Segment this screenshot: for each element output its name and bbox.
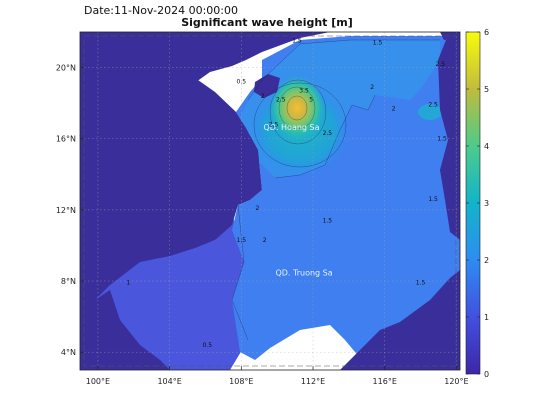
- contour-label: 3.5: [299, 87, 309, 94]
- longitude-ticks: 100°E 104°E 108°E 112°E 116°E 120°E: [86, 366, 469, 386]
- contour-label: 1.5: [323, 217, 333, 224]
- lon-tick-label: 104°E: [157, 377, 181, 386]
- colorbar: 0 1 2 3 4 5 6: [465, 28, 489, 379]
- contour-label: 1.5: [373, 39, 383, 46]
- contour-label: 2.5: [428, 102, 438, 109]
- land-indochina: [80, 32, 262, 300]
- lon-tick-label: 116°E: [373, 377, 397, 386]
- land-borneo: [340, 270, 460, 370]
- colorbar-tick-label: 3: [484, 199, 489, 208]
- contour-label: 0.5: [202, 342, 212, 349]
- map-frame: [79, 31, 461, 371]
- place-label: QD. Hoang Sa: [263, 123, 319, 132]
- colorbar-tick-label: 4: [484, 142, 489, 151]
- sea-2.5m-east: [418, 104, 442, 120]
- contour-label: 1: [126, 280, 130, 287]
- contour-label: 1.5: [416, 280, 426, 287]
- lat-tick-label: 8°N: [61, 277, 76, 286]
- colorbar-tick-label: 6: [484, 28, 489, 37]
- contour-label: 1.5: [437, 136, 447, 143]
- lat-tick-label: 12°N: [56, 206, 76, 215]
- land-china: [195, 32, 330, 82]
- place-labels: QD. Hoang Sa QD. Truong Sa: [263, 123, 332, 278]
- contour-labels: 1.5 1.5 2.5 0.5 2 2.5 3.55 2 2 2.5 2.5 2.5 1.5 1.5 2 1.…: [126, 38, 447, 349]
- land-philippines: [438, 36, 460, 240]
- contour-label: 2: [370, 84, 374, 91]
- chart-title: Significant wave height [m]: [181, 16, 353, 29]
- contour-label: 1.5: [428, 196, 438, 203]
- latitude-ticks: 20°N 16°N 12°N 8°N 4°N: [56, 64, 84, 357]
- contour-label: 5: [309, 96, 313, 103]
- contour-label: 1.5: [292, 38, 302, 45]
- contour-lines: [231, 39, 440, 341]
- colorbar-tick-label: 1: [484, 313, 489, 322]
- lon-tick-label: 120°E: [444, 377, 468, 386]
- colorbar-ticks: 0 1 2 3 4 5 6: [466, 28, 489, 379]
- contour-label: 2: [256, 205, 260, 212]
- contour-label: 2.5: [269, 121, 279, 128]
- lat-tick-label: 4°N: [61, 348, 76, 357]
- colorbar-tick-label: 0: [484, 370, 489, 379]
- place-label: QD. Truong Sa: [275, 269, 332, 278]
- contour-label: 2.5: [436, 61, 446, 68]
- land-hainan: [254, 74, 280, 98]
- grid-lines: [80, 32, 460, 370]
- date-label: Date:11-Nov-2024 00:00:00: [84, 4, 238, 17]
- contour-label: 1.5: [237, 237, 247, 244]
- contour-label: 2.5: [323, 130, 333, 137]
- contour-label: 2.5: [276, 96, 286, 103]
- map-area: QD. Hoang Sa QD. Truong Sa 1.5 1.5 2.5 0.5 2 2…: [80, 32, 460, 370]
- contour-label: 0.5: [237, 79, 247, 86]
- map-inner-frame: [83, 35, 457, 367]
- contour-label: 2: [263, 237, 267, 244]
- contour-label: 2: [392, 105, 396, 112]
- lon-tick-label: 108°E: [229, 377, 253, 386]
- contour-label: 2: [261, 93, 265, 100]
- lon-tick-label: 112°E: [301, 377, 325, 386]
- wave-hotspot: [269, 76, 325, 140]
- land-malay-peninsula: [80, 290, 170, 370]
- lon-tick-label: 100°E: [86, 377, 110, 386]
- colorbar-tick-label: 5: [484, 85, 489, 94]
- colorbar-tick-label: 2: [484, 256, 489, 265]
- lat-tick-label: 16°N: [56, 135, 76, 144]
- lat-tick-label: 20°N: [56, 64, 76, 73]
